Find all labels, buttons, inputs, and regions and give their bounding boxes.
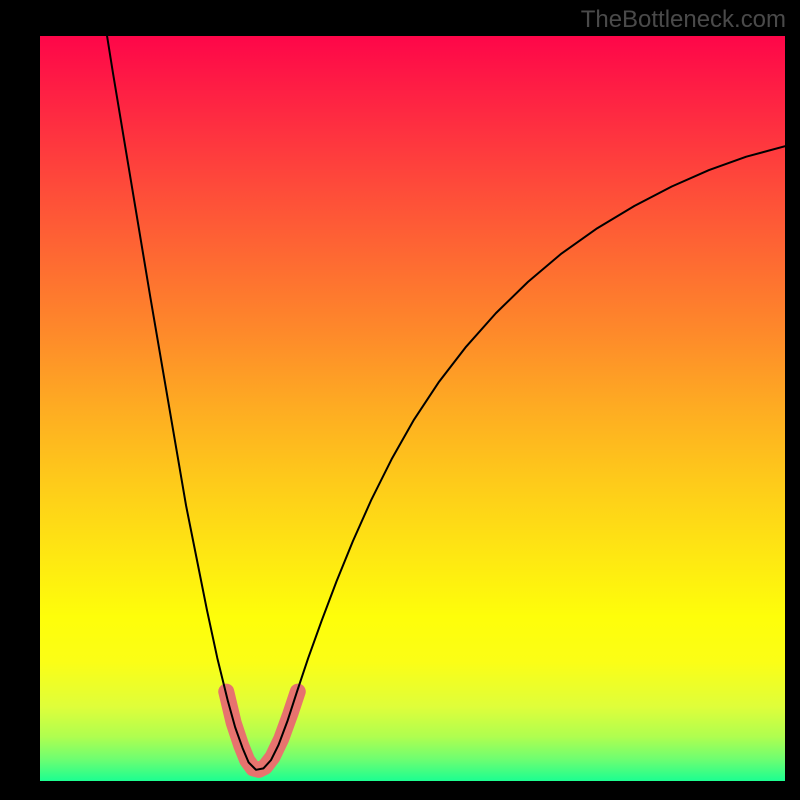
plot-inner — [40, 36, 785, 781]
plot-area — [40, 36, 785, 781]
curve-layer — [40, 36, 785, 781]
bottleneck-curve — [107, 36, 785, 770]
watermark-text: TheBottleneck.com — [581, 6, 786, 34]
